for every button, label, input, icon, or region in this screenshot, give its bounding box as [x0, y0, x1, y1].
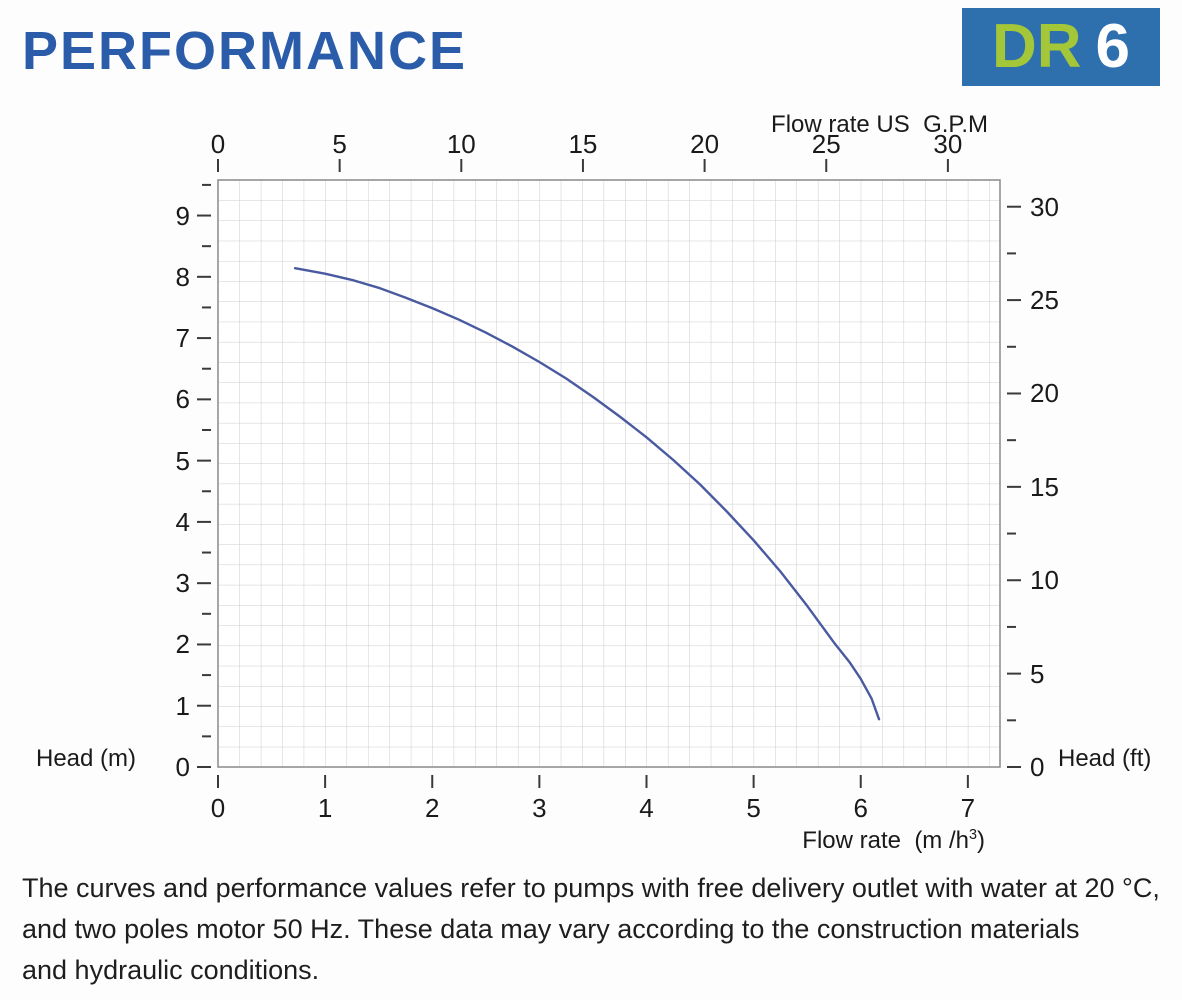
- head-flow-curve: [293, 267, 881, 721]
- grid: [218, 180, 1000, 767]
- footnote: The curves and performance values refer …: [22, 868, 1160, 991]
- model-series-label: DR: [991, 12, 1082, 81]
- footnote-line-2: and two poles motor 50 Hz. These data ma…: [22, 914, 1080, 944]
- footnote-line-1: The curves and performance values refer …: [22, 873, 1160, 903]
- model-number-label: 6: [1095, 12, 1131, 81]
- plot-border: [217, 179, 1001, 768]
- page-title: PERFORMANCE: [22, 21, 468, 81]
- model-badge: DR 6: [962, 8, 1160, 86]
- axis-ticks: [197, 159, 1021, 788]
- footnote-line-3: and hydraulic conditions.: [22, 955, 320, 985]
